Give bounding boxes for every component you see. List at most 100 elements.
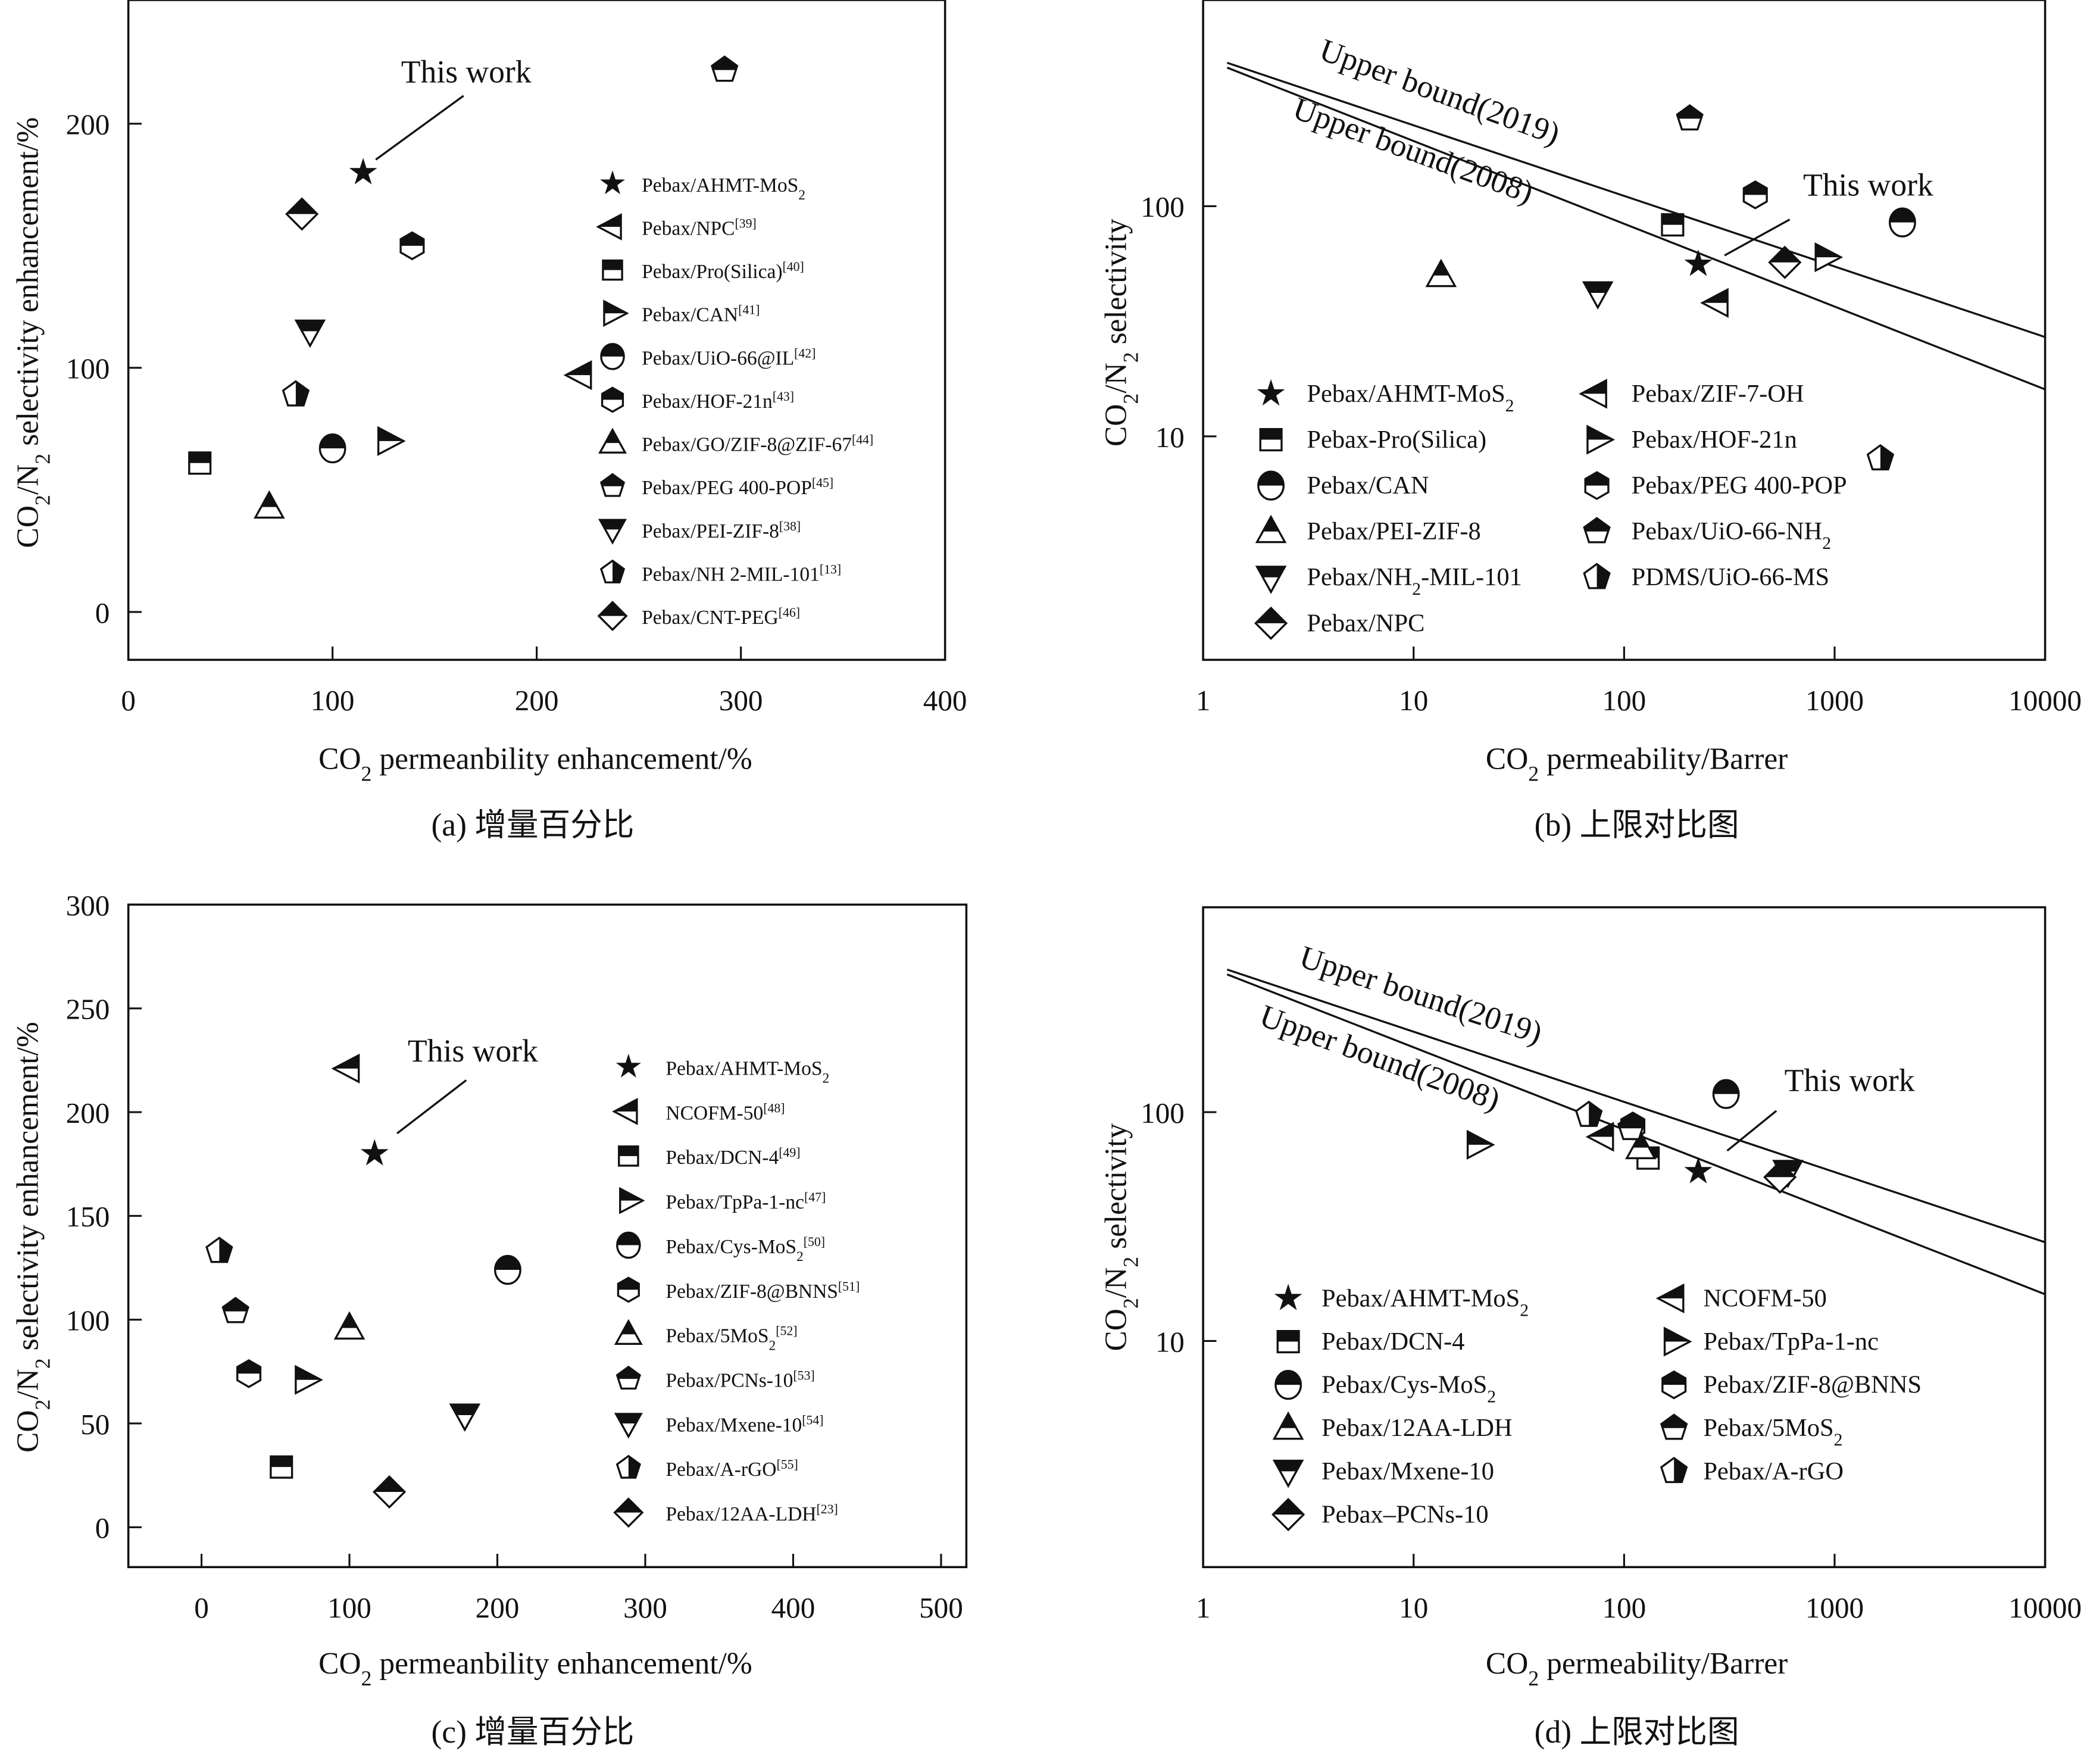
marker-fill xyxy=(296,320,324,332)
legend-label: Pebax/ZIF-7-OH xyxy=(1632,380,1804,408)
marker-fill xyxy=(1585,472,1608,486)
data-point xyxy=(1676,104,1704,131)
legend-label: Pebax/PCNs-10[53] xyxy=(666,1369,814,1392)
marker-fill xyxy=(1257,566,1285,577)
marker-fill xyxy=(613,560,624,583)
x-axis-label: CO2 permeability/Barrer xyxy=(1486,1647,1788,1690)
marker-fill xyxy=(1587,426,1613,440)
marker-fill xyxy=(333,1055,359,1069)
marker-fill xyxy=(1274,1460,1302,1472)
marker-fill xyxy=(495,1256,521,1270)
x-tick-label: 500 xyxy=(919,1591,963,1624)
y-tick-label: 10 xyxy=(1155,1325,1185,1358)
legend-marker xyxy=(619,1187,645,1214)
marker-fill xyxy=(1677,105,1702,119)
legend-label: Pebax/5MoS2[52] xyxy=(666,1324,797,1354)
marker-fill xyxy=(618,1278,639,1290)
legend-marker xyxy=(1257,379,1285,406)
marker-fill xyxy=(1433,261,1449,276)
legend-marker xyxy=(1259,427,1283,452)
legend-marker xyxy=(1276,1329,1300,1354)
panel-caption: (a) 增量百分比 xyxy=(431,807,634,842)
legend-marker xyxy=(618,1145,639,1167)
x-axis-label: CO2 permeanbility enhancement/% xyxy=(318,1647,752,1690)
data-point xyxy=(1585,1122,1614,1152)
marker-fill xyxy=(261,492,277,507)
x-tick-label: 10 xyxy=(1399,1591,1428,1624)
marker-fill xyxy=(219,1238,232,1262)
annotation-arrow-line xyxy=(375,95,464,161)
y-tick-label: 0 xyxy=(95,1512,110,1544)
legend-label: Pebax–PCNs-10 xyxy=(1321,1500,1489,1528)
marker-fill xyxy=(286,198,317,214)
marker-fill xyxy=(1816,243,1841,258)
marker-fill xyxy=(1702,289,1728,303)
legend-marker xyxy=(1584,471,1610,500)
legend-label: Pebax/UiO-66@IL[42] xyxy=(642,346,816,369)
legend-label: Pebax/DCN-4 xyxy=(1321,1328,1464,1356)
marker-fill xyxy=(1661,214,1683,225)
x-tick-label: 1 xyxy=(1196,684,1211,717)
data-point xyxy=(1574,1100,1603,1127)
legend-marker xyxy=(598,427,627,454)
chart-panel-a: 0 100 200 300 400 0 100 200 CO2 permeanbility en… xyxy=(11,0,967,842)
data-point xyxy=(1866,444,1895,471)
legend-label: Pebax/5MoS2 xyxy=(1703,1414,1842,1450)
x-tick-label: 200 xyxy=(476,1591,520,1624)
legend-label: Pebax/AHMT-MoS2 xyxy=(642,174,805,203)
marker-fill xyxy=(1589,1101,1602,1126)
y-tick-label: 200 xyxy=(66,1097,110,1129)
marker-fill xyxy=(295,381,309,406)
star-marker xyxy=(616,1053,641,1078)
upper-bound-line xyxy=(1226,61,2046,338)
x-tick-label: 100 xyxy=(1602,684,1647,717)
legend-marker xyxy=(1255,514,1287,544)
legend-label: NCOFM-50[48] xyxy=(666,1101,785,1124)
legend-label: Pebax/HOF-21n xyxy=(1632,426,1797,454)
plot-frame xyxy=(127,0,946,661)
data-point xyxy=(563,360,592,391)
y-tick-label: 300 xyxy=(66,889,110,922)
panel-caption: (b) 上限对比图 xyxy=(1535,807,1739,842)
marker-fill xyxy=(1597,564,1610,588)
legend-marker xyxy=(1272,1411,1304,1440)
legend-label: Pebax/AHMT-MoS2 xyxy=(666,1058,829,1087)
legend-label: NCOFM-50 xyxy=(1703,1284,1827,1312)
data-point xyxy=(373,1475,407,1509)
y-tick-label: 50 xyxy=(80,1408,110,1441)
x-axis-label: CO2 permeability/Barrer xyxy=(1486,742,1788,786)
legend-marker xyxy=(1579,379,1607,409)
data-point xyxy=(254,490,285,519)
data-point xyxy=(1768,245,1802,279)
x-tick-label: 100 xyxy=(311,684,355,717)
star-marker xyxy=(360,1139,389,1166)
x-axis-label: CO2 permeanbility enhancement/% xyxy=(318,742,752,786)
data-point xyxy=(282,380,310,407)
annotation-arrow-line xyxy=(1726,1110,1777,1152)
legend-label: PDMS/UiO-66-MS xyxy=(1632,563,1829,591)
legend-marker xyxy=(1274,1284,1302,1310)
legend-marker xyxy=(614,1413,643,1439)
y-tick-label: 150 xyxy=(66,1200,110,1233)
data-point xyxy=(493,1254,521,1285)
legend-marker xyxy=(597,601,628,632)
marker-fill xyxy=(374,1476,405,1492)
y-tick-label: 100 xyxy=(66,1304,110,1337)
marker-fill xyxy=(601,474,624,486)
this-work-annotation: This work xyxy=(1803,167,1933,202)
panel-caption: (d) 上限对比图 xyxy=(1535,1714,1739,1750)
y-tick-label: 100 xyxy=(1141,191,1185,223)
y-tick-label: 0 xyxy=(95,597,110,629)
legend-marker xyxy=(599,170,626,195)
data-point xyxy=(1742,180,1768,210)
data-point xyxy=(1889,207,1916,238)
legend-marker xyxy=(616,1365,641,1390)
y-tick-label: 200 xyxy=(66,108,110,141)
data-point xyxy=(1684,249,1713,276)
legend-marker xyxy=(1583,517,1611,544)
legend-label: Pebax/CAN[41] xyxy=(642,303,760,326)
marker-fill xyxy=(451,1404,479,1416)
data-point xyxy=(1661,213,1685,237)
marker-fill xyxy=(1583,282,1612,293)
legend-marker xyxy=(612,1098,638,1125)
